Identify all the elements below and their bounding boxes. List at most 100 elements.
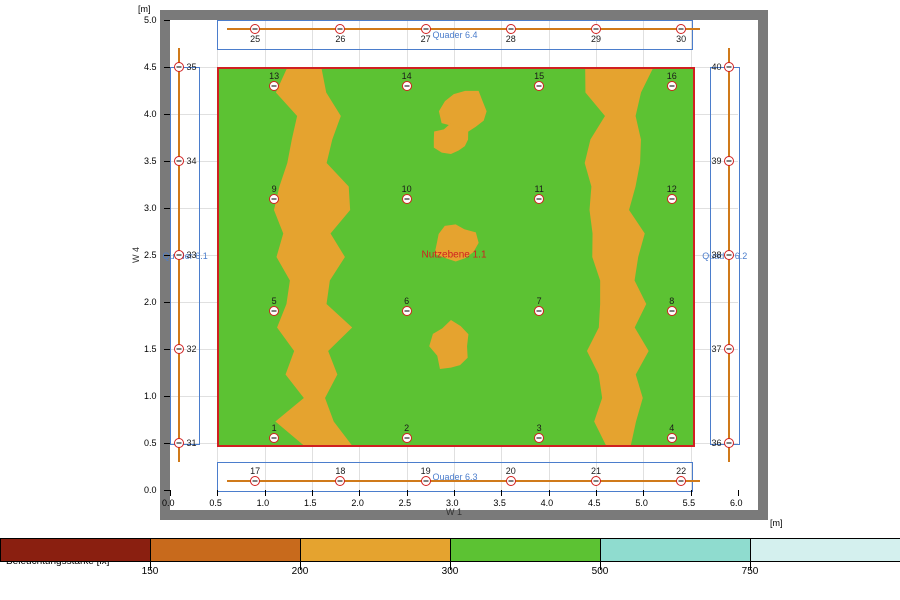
luminaire-id: 39: [712, 156, 722, 166]
luminaire: [591, 476, 601, 486]
y-tick: [164, 255, 170, 256]
luminaire-id: 20: [506, 466, 516, 476]
luminaire: [667, 306, 677, 316]
y-tick-label: 0.0: [144, 485, 157, 495]
y-tick: [164, 208, 170, 209]
luminaire: [676, 24, 686, 34]
x-tick: [312, 490, 313, 496]
quader-label: Quader 6.4: [432, 30, 477, 40]
y-tick-label: 1.5: [144, 344, 157, 354]
y-tick: [164, 161, 170, 162]
luminaire: [506, 476, 516, 486]
luminaire-id: 1: [272, 423, 277, 433]
luminaire-id: 18: [335, 466, 345, 476]
luminaire-id: 14: [402, 71, 412, 81]
y-tick: [164, 20, 170, 21]
y-tick-label: 4.0: [144, 109, 157, 119]
luminaire: [174, 344, 184, 354]
colorbar-value: 750: [742, 566, 759, 577]
y-tick-label: 2.5: [144, 250, 157, 260]
colorbar-segment: [151, 539, 301, 561]
colorbar-segment: [601, 539, 751, 561]
nutzebene-label: Nutzebene 1.1: [421, 250, 486, 261]
y-tick-label: 5.0: [144, 15, 157, 25]
colorbar-value: 500: [592, 566, 609, 577]
luminaire-id: 38: [712, 250, 722, 260]
x-tick: [217, 490, 218, 496]
luminaire-id: 19: [421, 466, 431, 476]
luminaire: [724, 344, 734, 354]
x-tick-label: 0.5: [209, 498, 222, 508]
colorbar-segment: [301, 539, 451, 561]
luminaire-id: 2: [404, 423, 409, 433]
iso-band: [274, 69, 352, 445]
x-tick-label: 2.5: [399, 498, 412, 508]
luminaire: [667, 433, 677, 443]
luminaire: [402, 433, 412, 443]
luminaire-id: 4: [669, 423, 674, 433]
luminaire-id: 29: [591, 34, 601, 44]
luminaire: [402, 306, 412, 316]
y-tick-label: 3.5: [144, 156, 157, 166]
luminaire: [724, 250, 734, 260]
luminaire: [174, 250, 184, 260]
y-tick: [164, 302, 170, 303]
x-tick: [454, 490, 455, 496]
luminaire: [534, 306, 544, 316]
luminaire: [174, 438, 184, 448]
x-tick: [549, 490, 550, 496]
luminaire: [534, 194, 544, 204]
x-tick: [596, 490, 597, 496]
colorbar-segment: [751, 539, 900, 561]
y-tick: [164, 114, 170, 115]
luminaire: [591, 24, 601, 34]
luminaire-id: 12: [667, 184, 677, 194]
x-tick-label: 1.5: [304, 498, 317, 508]
luminaire-id: 17: [250, 466, 260, 476]
colorbar-value: 200: [292, 566, 309, 577]
y-axis-unit: [m]: [138, 4, 151, 14]
x-axis-unit: [m]: [770, 518, 783, 528]
luminaire-id: 25: [250, 34, 260, 44]
y-tick: [164, 349, 170, 350]
y-tick-label: 4.5: [144, 62, 157, 72]
luminaire: [269, 194, 279, 204]
y-tick: [164, 443, 170, 444]
luminaire-id: 22: [676, 466, 686, 476]
colorbar-segment: [1, 539, 151, 561]
plot-area: Quader 6.4Quader 6.3Quader 6.1Quader 6.2…: [170, 20, 758, 510]
luminaire: [667, 81, 677, 91]
luminaire-id: 40: [712, 62, 722, 72]
luminaire-id: 30: [676, 34, 686, 44]
luminaire-id: 26: [335, 34, 345, 44]
quader-box: Quader 6.4: [217, 20, 692, 50]
y-tick: [164, 396, 170, 397]
luminaire: [506, 24, 516, 34]
y-tick-label: 2.0: [144, 297, 157, 307]
quader-label: Quader 6.1: [163, 251, 208, 261]
luminaire: [534, 81, 544, 91]
luminaire: [269, 433, 279, 443]
iso-blob: [439, 91, 487, 134]
y-tick-label: 0.5: [144, 438, 157, 448]
x-tick-label: 5.0: [635, 498, 648, 508]
luminaire: [667, 194, 677, 204]
colorbar-segment: [451, 539, 601, 561]
luminaire-id: 31: [186, 438, 196, 448]
x-tick: [691, 490, 692, 496]
luminaire-id: 32: [186, 344, 196, 354]
luminaire-id: 3: [537, 423, 542, 433]
luminaire-id: 11: [535, 184, 544, 194]
plot-frame: Quader 6.4Quader 6.3Quader 6.1Quader 6.2…: [160, 10, 768, 520]
luminaire: [421, 24, 431, 34]
luminaire: [402, 81, 412, 91]
luminaire-id: 6: [404, 296, 409, 306]
y-tick: [164, 67, 170, 68]
luminaire: [269, 306, 279, 316]
luminaire: [676, 476, 686, 486]
luminaire: [250, 24, 260, 34]
luminaire: [335, 476, 345, 486]
luminaire-id: 9: [272, 184, 277, 194]
x-tick: [501, 490, 502, 496]
x-tick-label: 3.5: [493, 498, 506, 508]
